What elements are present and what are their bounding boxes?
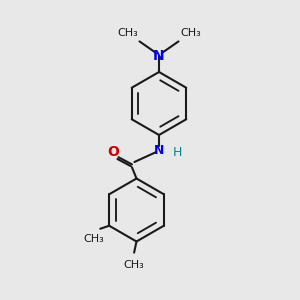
Text: CH₃: CH₃ bbox=[180, 28, 201, 38]
Text: N: N bbox=[154, 143, 164, 157]
Text: H: H bbox=[172, 146, 182, 159]
Text: N: N bbox=[153, 49, 165, 62]
Text: O: O bbox=[107, 145, 119, 159]
Text: CH₃: CH₃ bbox=[123, 260, 144, 269]
Text: CH₃: CH₃ bbox=[117, 28, 138, 38]
Text: CH₃: CH₃ bbox=[84, 234, 105, 244]
